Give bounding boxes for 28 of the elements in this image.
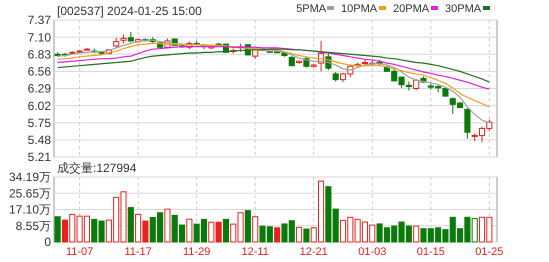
y-tick-label: 25.65万: [8, 186, 51, 200]
legend-label: 30PMA: [445, 3, 482, 15]
y-tick-label: 6.02: [28, 98, 52, 113]
legend-label: 5PMA: [296, 3, 327, 15]
legend-label: 20PMA: [393, 3, 430, 15]
y-tick-label: 6.29: [28, 82, 52, 96]
y-tick-label: 7.37: [28, 13, 52, 28]
x-tick-label: 11-07: [66, 246, 94, 258]
x-tick-label: 11-29: [183, 246, 210, 258]
y-tick-label: 8.55万: [16, 218, 51, 233]
y-tick-label: 34.19万: [8, 170, 51, 184]
x-tick-label: 12-21: [300, 246, 328, 258]
y-tick-label: 17.10万: [8, 202, 51, 217]
x-tick-label: 01-25: [475, 246, 504, 258]
y-tick-label: 6.83: [28, 47, 52, 62]
y-tick-label: 6.56: [28, 64, 52, 79]
chart-title: [002537] 2024-01-25 15:00: [57, 4, 202, 18]
x-tick-label: 01-15: [416, 246, 445, 258]
y-tick-label: 5.21: [28, 150, 52, 164]
y-tick-label: 0: [44, 235, 52, 250]
legend-label: 10PMA: [341, 3, 378, 15]
y-tick-label: 5.75: [28, 116, 52, 130]
x-tick-label: 01-03: [358, 246, 386, 258]
x-tick-label: 11-17: [124, 246, 152, 258]
y-tick-label: 7.10: [28, 30, 52, 44]
x-tick-label: 12-11: [242, 246, 269, 258]
y-tick-label: 5.48: [28, 133, 52, 148]
chart-title: 成交量:127994: [57, 161, 137, 175]
